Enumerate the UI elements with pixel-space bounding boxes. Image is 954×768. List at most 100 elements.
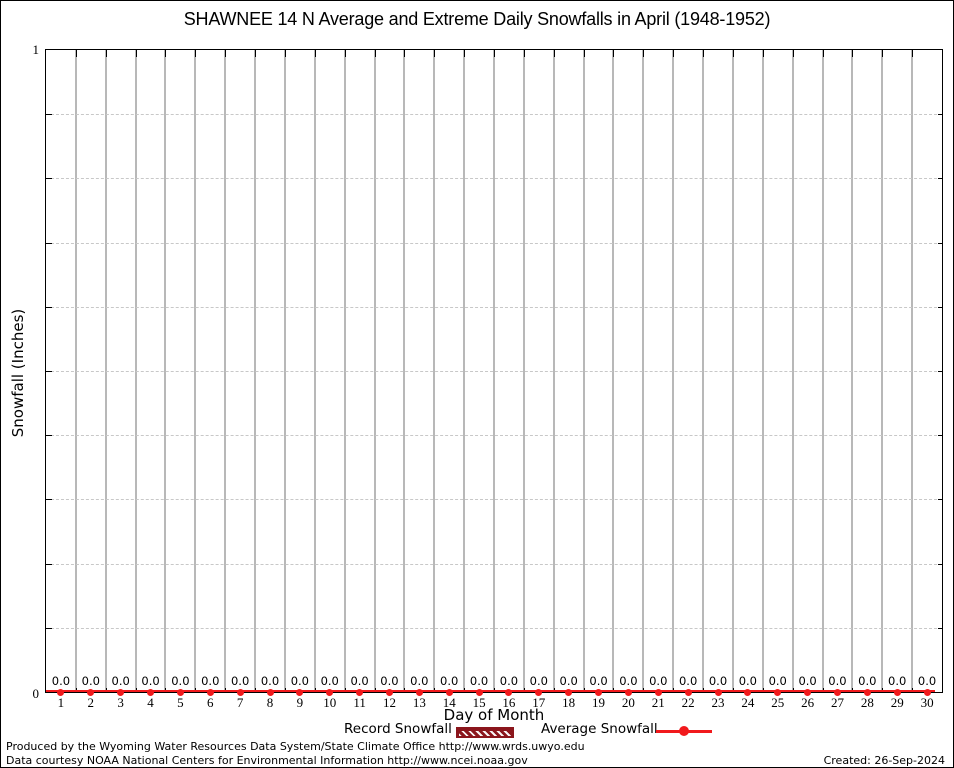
y-tick-left <box>46 499 52 501</box>
x-tick-label: 13 <box>412 695 426 710</box>
x-tick-label: 26 <box>801 695 815 710</box>
x-tick-label: 15 <box>472 695 486 710</box>
x-tick-top <box>434 50 436 57</box>
x-tick-top <box>464 50 466 57</box>
data-point-marker <box>445 688 453 696</box>
legend-average-point-icon <box>679 726 689 736</box>
value-label: 0.0 <box>230 674 250 688</box>
x-tick-label: 30 <box>920 695 934 710</box>
y-tick-right <box>938 435 942 437</box>
value-label: 0.0 <box>380 674 399 688</box>
value-label: 0.0 <box>260 674 280 688</box>
value-label: 0.0 <box>171 674 190 688</box>
x-tick-top <box>732 50 734 57</box>
y-tick-left <box>46 306 52 308</box>
value-label: 0.0 <box>440 674 459 688</box>
x-tick-top <box>523 50 525 57</box>
x-tick-top <box>494 50 495 57</box>
x-tick-label: 25 <box>771 695 785 710</box>
horizontal-gridline <box>46 435 942 437</box>
data-point-marker <box>206 688 214 696</box>
value-label: 0.0 <box>499 674 519 688</box>
value-label: 0.0 <box>201 674 220 688</box>
data-point-marker <box>565 688 573 696</box>
data-point-marker <box>624 688 632 696</box>
y-tick-left <box>46 371 52 372</box>
x-tick-top <box>374 50 376 57</box>
x-tick-label: 11 <box>353 695 366 710</box>
y-tick-right <box>938 114 942 116</box>
y-tick-right <box>938 306 942 308</box>
y-tick-right <box>938 371 942 372</box>
y-tick-right <box>938 178 942 180</box>
average-snowfall-line <box>46 690 935 692</box>
x-axis-title: Day of Month <box>443 706 545 724</box>
x-tick-label: 5 <box>177 695 184 710</box>
x-tick-top <box>703 50 705 57</box>
y-tick-left <box>46 563 52 565</box>
value-label: 0.0 <box>469 674 489 688</box>
value-label: 0.0 <box>828 674 847 688</box>
data-point-marker <box>833 688 841 696</box>
y-tick-left <box>46 178 52 180</box>
y-tick-left <box>46 114 52 116</box>
value-label: 0.0 <box>798 674 817 688</box>
value-label: 0.0 <box>529 674 548 688</box>
x-tick-label: 27 <box>830 695 844 710</box>
x-tick-label: 6 <box>207 695 214 710</box>
x-tick-label: 23 <box>711 695 725 710</box>
x-tick-label: 16 <box>502 695 516 710</box>
data-point-marker <box>505 688 513 696</box>
x-tick-top <box>404 50 406 57</box>
x-tick-top <box>195 50 197 57</box>
horizontal-gridline <box>46 499 942 501</box>
y-tick-left <box>46 435 52 437</box>
x-tick-top <box>822 50 824 57</box>
data-point-marker <box>744 688 752 696</box>
x-tick-top <box>255 50 257 57</box>
x-tick-top <box>613 50 615 57</box>
x-tick-top <box>792 50 794 57</box>
y-tick-right <box>938 563 942 565</box>
data-point-marker <box>236 688 244 696</box>
horizontal-gridline <box>46 242 942 244</box>
value-label: 0.0 <box>768 674 787 688</box>
data-point-marker <box>385 688 393 696</box>
x-tick-label: 7 <box>236 695 244 710</box>
data-point-marker <box>535 688 543 696</box>
data-point-marker <box>475 688 483 696</box>
data-point-marker <box>863 688 871 696</box>
x-tick-label: 28 <box>860 695 874 710</box>
footer-created-date: Created: 26-Sep-2024 <box>823 754 945 767</box>
x-tick-top <box>643 50 645 57</box>
x-tick-top <box>673 50 675 57</box>
value-label: 0.0 <box>738 674 757 688</box>
data-point-marker <box>176 688 184 696</box>
legend-record-swatch-icon <box>456 727 514 738</box>
x-tick-top <box>762 50 764 57</box>
horizontal-gridline <box>46 178 942 180</box>
x-tick-label: 24 <box>741 695 755 710</box>
plot-area: 0.0 0.0 0.0 0.0 0.0 0.0 0.0 0.0 0.0 0.0 0.0 0.0 0.0 0… <box>45 49 943 696</box>
horizontal-gridline <box>46 371 942 372</box>
value-label: 0.0 <box>290 674 309 688</box>
x-tick-top <box>583 50 585 57</box>
value-label: 0.0 <box>888 674 907 688</box>
x-tick-label: 12 <box>382 695 396 710</box>
data-point-marker <box>266 688 274 696</box>
x-tick-label: 8 <box>266 695 274 710</box>
x-tick-label: 4 <box>147 695 154 710</box>
data-point-marker <box>147 688 155 696</box>
footer-produced-by: Produced by the Wyoming Water Resources … <box>6 740 585 753</box>
data-point-marker <box>117 688 125 696</box>
x-tick-top <box>852 50 854 57</box>
chart-title: SHAWNEE 14 N Average and Extreme Daily S… <box>183 9 771 29</box>
x-tick-label: 19 <box>592 695 606 710</box>
value-label: 0.0 <box>141 674 160 688</box>
value-label: 0.0 <box>350 674 369 688</box>
x-tick-top <box>912 50 914 57</box>
legend-record-label: Record Snowfall <box>344 721 452 737</box>
x-tick-label: 14 <box>442 695 456 710</box>
x-tick-label: 17 <box>532 695 546 710</box>
